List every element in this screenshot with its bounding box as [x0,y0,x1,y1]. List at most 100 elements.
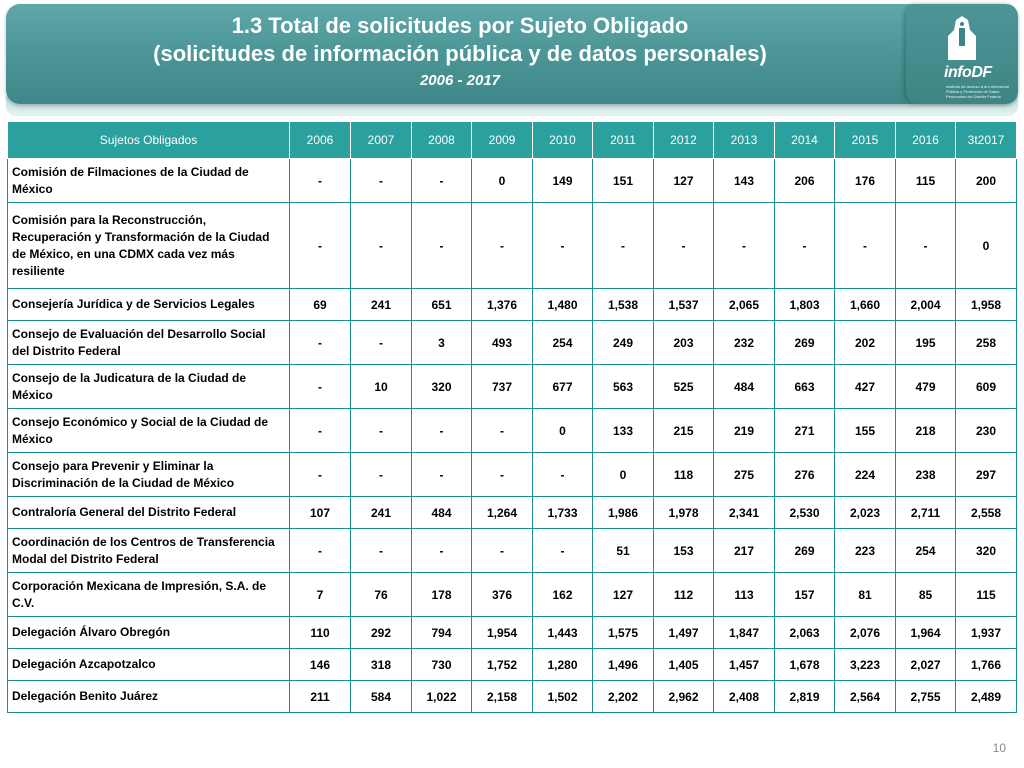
table-row: Consejo Económico y Social de la Ciudad … [7,408,1017,453]
value-cell: 113 [713,572,775,617]
table-row: Delegación Benito Juárez 211 584 1,022 2,158… [7,680,1017,713]
value-cell: 107 [289,496,351,529]
value-cell: 149 [532,158,593,203]
value-cell: - [411,158,472,203]
value-cell: - [350,320,412,365]
value-cell: 525 [653,364,714,409]
value-cell: - [471,452,533,497]
value-cell: 241 [350,288,412,321]
table-row: Contraloría General del Distrito Federal… [7,496,1017,529]
column-header-year: 2012 [653,121,714,159]
value-cell: 2,341 [713,496,775,529]
subject-name-cell: Comisión para la Reconstrucción, Recuper… [7,202,290,289]
value-cell: - [350,158,412,203]
value-cell: - [592,202,654,289]
value-cell: 1,496 [592,648,654,681]
value-cell: - [350,528,412,573]
value-cell: - [411,452,472,497]
value-cell: - [350,452,412,497]
table-row: Comisión para la Reconstrucción, Recuper… [7,202,1017,289]
value-cell: 203 [653,320,714,365]
value-cell: 153 [653,528,714,573]
table-row: Delegación Azcapotzalco 146 318 730 1,752 1,2… [7,648,1017,681]
value-cell: 151 [592,158,654,203]
value-cell: 1,405 [653,648,714,681]
value-cell: 223 [834,528,896,573]
value-cell: 1,678 [774,648,835,681]
value-cell: 162 [532,572,593,617]
value-cell: 2,819 [774,680,835,713]
value-cell: - [532,202,593,289]
value-cell: 484 [411,496,472,529]
subject-name-cell: Consejo de la Judicatura de la Ciudad de… [7,364,290,409]
value-cell: 2,530 [774,496,835,529]
value-cell: 2,564 [834,680,896,713]
value-cell: - [532,452,593,497]
table-row: Delegación Álvaro Obregón 110 292 794 1,954 1… [7,616,1017,649]
value-cell: - [289,364,351,409]
column-header-year: 2011 [592,121,654,159]
value-cell: 794 [411,616,472,649]
column-header-year: 2010 [532,121,593,159]
value-cell: 609 [955,364,1017,409]
requests-table: Sujetos Obligados 2006 2007 2008 2009 2010 201… [7,121,1017,713]
value-cell: - [532,528,593,573]
value-cell: 112 [653,572,714,617]
value-cell: 563 [592,364,654,409]
value-cell: 3,223 [834,648,896,681]
value-cell: 1,022 [411,680,472,713]
value-cell: - [411,528,472,573]
page-number: 10 [992,741,1006,755]
value-cell: 118 [653,452,714,497]
value-cell: 206 [774,158,835,203]
table-row: Consejo de la Judicatura de la Ciudad de… [7,364,1017,409]
value-cell: 258 [955,320,1017,365]
value-cell: 51 [592,528,654,573]
value-cell: 1,958 [955,288,1017,321]
value-cell: 427 [834,364,896,409]
value-cell: - [471,202,533,289]
value-cell: 1,954 [471,616,533,649]
column-header-year: 2009 [471,121,533,159]
value-cell: 493 [471,320,533,365]
value-cell: 10 [350,364,412,409]
value-cell: 663 [774,364,835,409]
value-cell: 215 [653,408,714,453]
value-cell: - [895,202,956,289]
value-cell: 651 [411,288,472,321]
value-cell: - [713,202,775,289]
table-header-row: Sujetos Obligados 2006 2007 2008 2009 2010 201… [7,121,1017,159]
value-cell: - [289,528,351,573]
subject-name-cell: Consejo Económico y Social de la Ciudad … [7,408,290,453]
value-cell: 81 [834,572,896,617]
value-cell: 1,575 [592,616,654,649]
value-cell: 0 [955,202,1017,289]
value-cell: 2,408 [713,680,775,713]
value-cell: 3 [411,320,472,365]
value-cell: 249 [592,320,654,365]
value-cell: 584 [350,680,412,713]
value-cell: - [471,408,533,453]
value-cell: - [350,202,412,289]
value-cell: 0 [592,452,654,497]
subject-name-cell: Consejería Jurídica y de Servicios Legal… [7,288,290,321]
title-years: 2006 - 2017 [419,72,501,89]
value-cell: 2,004 [895,288,956,321]
value-cell: 211 [289,680,351,713]
column-header-year: 3t2017 [955,121,1017,159]
value-cell: 730 [411,648,472,681]
value-cell: 1,766 [955,648,1017,681]
value-cell: 2,755 [895,680,956,713]
subject-name-cell: Consejo para Prevenir y Eliminar la Disc… [7,452,290,497]
value-cell: 2,158 [471,680,533,713]
subject-name-cell: Contraloría General del Distrito Federal [7,496,290,529]
value-cell: 1,964 [895,616,956,649]
table-row: Consejo para Prevenir y Eliminar la Disc… [7,452,1017,497]
value-cell: 7 [289,572,351,617]
value-cell: 195 [895,320,956,365]
value-cell: 238 [895,452,956,497]
value-cell: 178 [411,572,472,617]
value-cell: 2,065 [713,288,775,321]
value-cell: 292 [350,616,412,649]
table-row: Consejería Jurídica y de Servicios Legal… [7,288,1017,321]
